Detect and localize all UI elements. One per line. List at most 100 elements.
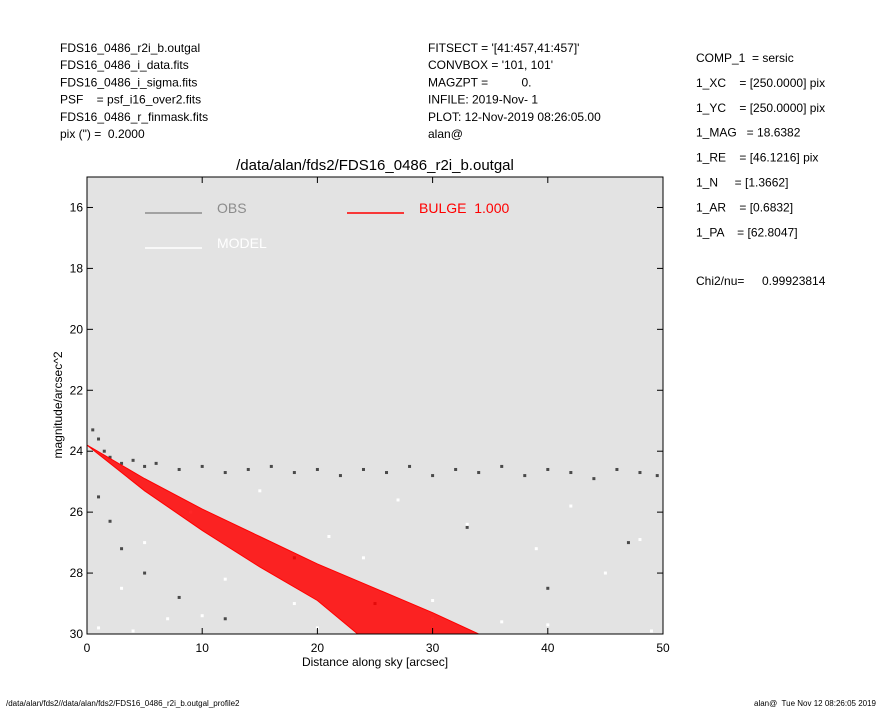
x-tick-label: 0 <box>84 641 91 655</box>
header-line: FDS16_0486_i_sigma.fits <box>60 75 197 89</box>
data-point <box>177 467 181 471</box>
header-line: CONVBOX = '101, 101' <box>428 58 553 72</box>
data-point <box>431 474 435 478</box>
data-point <box>523 474 527 478</box>
header-line: FDS16_0486_r2i_b.outgal <box>60 41 200 55</box>
header-line: 1_PA = [62.8047] <box>696 225 798 239</box>
data-point <box>361 556 365 560</box>
y-tick-label: 30 <box>70 627 84 641</box>
data-point <box>200 464 204 468</box>
data-point <box>477 471 481 475</box>
data-point <box>177 595 181 599</box>
legend-label: MODEL <box>217 235 267 251</box>
data-point <box>108 455 112 459</box>
header-line: PLOT: 12-Nov-2019 08:26:05.00 <box>428 110 601 124</box>
data-point <box>223 577 227 581</box>
data-point <box>91 428 95 432</box>
data-point <box>97 437 101 441</box>
data-point <box>431 598 435 602</box>
data-point <box>166 617 170 621</box>
data-point <box>154 461 158 465</box>
footer-path: /data/alan/fds2//data/alan/fds2/FDS16_04… <box>6 699 240 708</box>
plot-background <box>87 177 663 634</box>
y-tick-label: 28 <box>70 566 84 580</box>
data-point <box>246 467 250 471</box>
data-point <box>569 471 573 475</box>
data-point <box>396 498 400 502</box>
data-point <box>615 467 619 471</box>
chi2-label: Chi2/nu= <box>696 274 744 288</box>
data-point <box>108 519 112 523</box>
chi2-value: 0.99923814 <box>762 274 826 288</box>
header-line: PSF = psf_i16_over2.fits <box>60 93 201 107</box>
header-line: 1_MAG = 18.6382 <box>696 126 801 140</box>
plot-frame <box>86 176 664 635</box>
y-tick-label: 26 <box>70 505 84 519</box>
x-tick-label: 30 <box>426 641 440 655</box>
data-point <box>223 471 227 475</box>
data-point <box>655 474 659 478</box>
data-point <box>338 474 342 478</box>
data-point <box>638 538 642 542</box>
data-point <box>454 467 458 471</box>
x-tick-label: 40 <box>541 641 555 655</box>
x-tick-label: 50 <box>656 641 670 655</box>
header-line: alan@ <box>428 127 463 141</box>
data-point <box>120 547 124 551</box>
data-point <box>649 629 653 633</box>
data-point <box>143 464 147 468</box>
data-point <box>592 477 596 481</box>
data-point <box>120 461 124 465</box>
header-line: 1_RE = [46.1216] pix <box>696 151 818 165</box>
bulge-band <box>87 444 479 634</box>
y-axis-label: magnitude/arcsec^2 <box>51 351 65 458</box>
x-tick-label: 10 <box>196 641 210 655</box>
legend-label: OBS <box>217 200 247 216</box>
plot-area <box>87 428 659 634</box>
header-line: FITSECT = '[41:457,41:457]' <box>428 41 579 55</box>
header-line: FDS16_0486_i_data.fits <box>60 58 189 72</box>
legend-label: BULGE 1.000 <box>419 200 509 216</box>
data-point <box>315 467 319 471</box>
header-line: COMP_1 = sersic <box>696 51 794 65</box>
data-point <box>603 571 607 575</box>
data-point <box>143 541 147 545</box>
data-point <box>626 541 630 545</box>
data-point <box>131 629 135 633</box>
header-line: FDS16_0486_r_finmask.fits <box>60 110 208 124</box>
data-point <box>97 626 101 630</box>
data-point <box>465 522 469 526</box>
data-point <box>315 626 319 630</box>
data-point <box>546 623 550 627</box>
header-line: 1_AR = [0.6832] <box>696 200 793 214</box>
header-line: MAGZPT = 0. <box>428 75 531 89</box>
data-point <box>258 489 262 493</box>
data-point <box>269 464 273 468</box>
data-point <box>638 471 642 475</box>
y-tick-label: 16 <box>70 200 84 214</box>
header-line: 1_YC = [250.0000] pix <box>696 101 825 115</box>
data-point <box>292 602 296 606</box>
data-point <box>385 471 389 475</box>
header-line: INFILE: 2019-Nov- 1 <box>428 93 538 107</box>
data-point <box>102 449 106 453</box>
y-tick-label: 24 <box>70 444 84 458</box>
data-point <box>120 586 124 590</box>
header-line: 1_N = [1.3662] <box>696 176 788 190</box>
chart-title: /data/alan/fds2/FDS16_0486_r2i_b.outgal <box>236 157 514 174</box>
data-point <box>200 614 204 618</box>
x-tick-label: 20 <box>311 641 325 655</box>
data-point <box>534 547 538 551</box>
data-point <box>546 586 550 590</box>
data-point <box>465 525 469 529</box>
data-point <box>327 535 331 539</box>
data-point <box>292 471 296 475</box>
data-point <box>569 504 573 508</box>
data-point <box>500 464 504 468</box>
header-line: 1_XC = [250.0000] pix <box>696 76 825 90</box>
data-point <box>223 617 227 621</box>
footer-stamp: alan@ Tue Nov 12 08:26:05 2019 <box>754 699 877 708</box>
data-point <box>546 467 550 471</box>
data-point <box>143 571 147 575</box>
